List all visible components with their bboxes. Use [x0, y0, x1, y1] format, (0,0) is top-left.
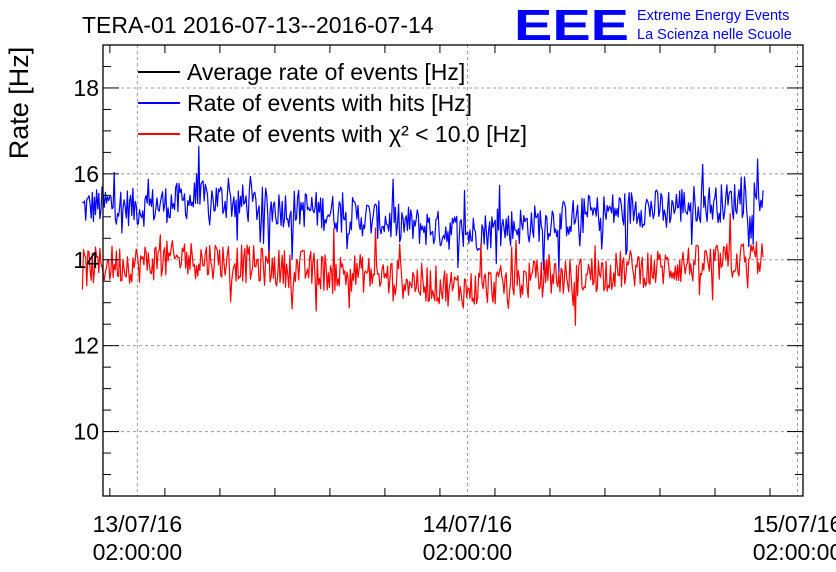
- x-tick-date-1: 14/07/16: [423, 511, 513, 537]
- series-line-2: [81, 213, 764, 326]
- legend-label-0: Average rate of events [Hz]: [187, 59, 465, 85]
- y-axis-label: Rate [Hz]: [4, 47, 34, 160]
- chart-title: TERA-01 2016-07-13--2016-07-14: [82, 12, 434, 38]
- axes: 101214161813/07/1602:00:0014/07/1602:00:…: [73, 44, 836, 565]
- y-tick-label-18: 18: [73, 75, 99, 101]
- legend-label-2: Rate of events with χ² < 10.0 [Hz]: [187, 121, 527, 147]
- series-line-1: [82, 145, 764, 274]
- series-lines: [81, 145, 764, 326]
- eee-logo: EEE Extreme Energy Events La Scienza nel…: [514, 1, 792, 50]
- logo-line2: La Scienza nelle Scuole: [637, 27, 792, 43]
- y-tick-label-10: 10: [73, 419, 99, 445]
- x-tick-date-2: 15/07/16: [753, 511, 836, 537]
- x-tick-time-2: 02:00:00: [753, 539, 836, 565]
- x-tick-date-0: 13/07/16: [93, 511, 183, 537]
- legend: Average rate of events [Hz] Rate of event…: [138, 59, 527, 147]
- logo-mark: EEE: [514, 1, 629, 50]
- legend-label-1: Rate of events with hits [Hz]: [187, 90, 472, 116]
- x-tick-time-0: 02:00:00: [93, 539, 183, 565]
- logo-line1: Extreme Energy Events: [637, 8, 789, 24]
- y-tick-label-12: 12: [73, 333, 99, 359]
- plot-frame: [102, 44, 804, 497]
- y-tick-label-16: 16: [73, 161, 99, 187]
- y-tick-label-14: 14: [73, 247, 99, 273]
- x-tick-time-1: 02:00:00: [423, 539, 513, 565]
